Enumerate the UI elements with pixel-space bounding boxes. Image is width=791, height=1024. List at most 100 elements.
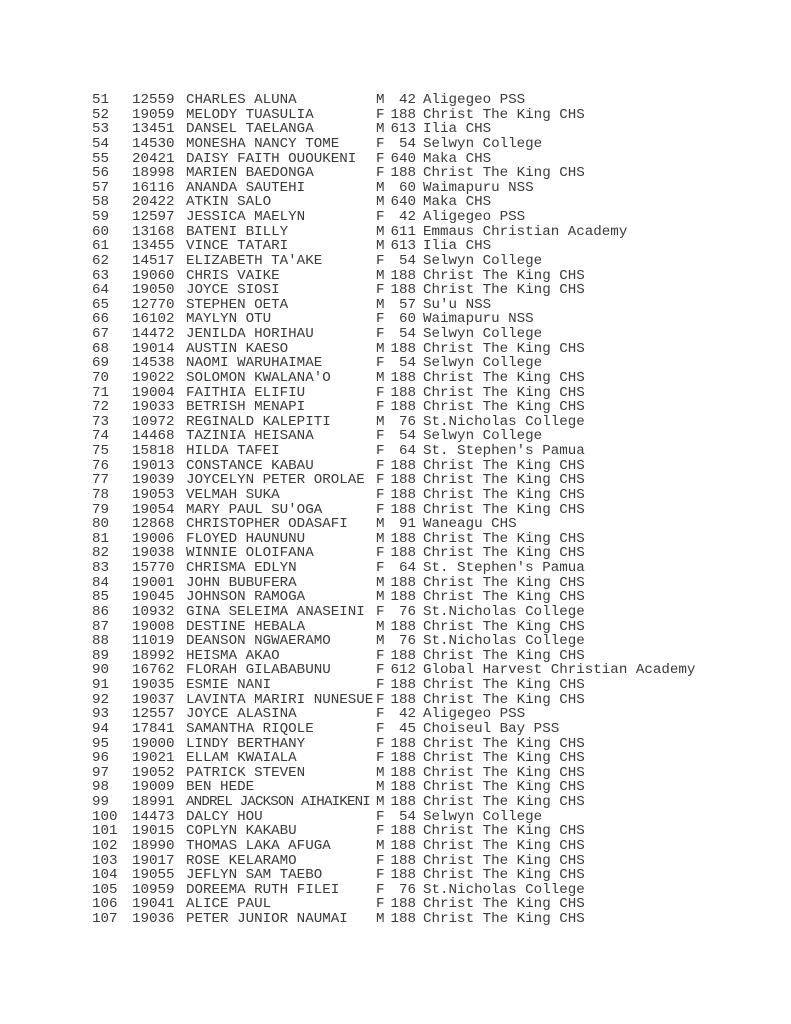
cell-no: 56 [92,165,110,182]
cell-code: 188 [390,911,416,927]
cell-school: Selwyn College [423,355,543,372]
cell-id: 19054 [132,501,175,518]
cell-no: 55 [92,150,110,167]
cell-school: St.Nicholas College [423,603,585,620]
cell-name: DEANSON NGWAERAMO [186,633,331,650]
cell-school: Christ The King CHS [423,691,585,708]
cell-sex: F [376,720,385,737]
list-item: 72 19033 BETRISH MENAPI F 188 Christ The King… [0,400,791,415]
cell-sex: F [376,881,385,898]
list-item: 83 15770 CHRISMA EDLYN F 64 St. Stephen's Pam… [0,561,791,576]
cell-no: 51 [92,92,110,108]
cell-name: BATENI BILLY [186,223,289,240]
cell-id: 19015 [132,823,175,840]
cell-school: Ilia CHS [423,121,492,138]
cell-code: 188 [390,530,416,547]
cell-name: ELIZABETH TA'AKE [186,252,323,269]
cell-sex: F [376,428,385,445]
cell-school: Christ The King CHS [423,369,585,386]
list-item: 87 19008 DESTINE HEBALA M 188 Christ The King… [0,618,791,635]
cell-name: FAITHIA ELIFIU [186,384,306,401]
cell-sex: F [376,135,385,152]
cell-no: 59 [92,209,110,225]
cell-school: Aligegeo PSS [423,706,526,723]
cell-name: SOLOMON KWALANA'O [186,369,331,386]
cell-code: 42 [398,706,416,723]
cell-code: 188 [390,574,416,591]
cell-sex: F [376,252,385,269]
cell-code: 188 [390,823,416,840]
cell-name: PATRICK STEVEN [186,764,306,781]
cell-id: 17841 [132,720,175,737]
cell-sex: F [376,560,385,576]
cell-no: 69 [92,355,110,372]
list-item: 62 14517 ELIZABETH TA'AKE F 54 Selwyn College [0,254,791,269]
cell-name: DESTINE HEBALA [186,618,306,635]
cell-sex: M [376,413,385,430]
cell-school: Maka CHS [423,150,492,167]
cell-code: 612 [390,662,416,679]
cell-no: 72 [92,399,110,416]
list-item: 69 14538 NAOMI WARUHAIMAE F 54 Selwyn College [0,356,791,371]
cell-sex: F [376,896,385,913]
cell-sex: F [376,501,385,518]
cell-sex: M [376,340,385,357]
cell-school: Maka CHS [423,194,492,211]
list-item: 56 18998 MARIEN BAEDONGA F 188 Christ The Kin… [0,166,791,181]
cell-school: Christ The King CHS [423,735,585,752]
cell-no: 67 [92,326,110,342]
cell-id: 14538 [132,355,175,372]
cell-sex: F [376,282,385,299]
cell-no: 84 [92,574,110,591]
cell-code: 188 [390,369,416,386]
cell-name: ESMIE NANI [186,677,272,693]
cell-code: 188 [390,691,416,708]
cell-sex: F [376,486,385,503]
cell-no: 99 [92,794,110,810]
cell-name: JOHN BUBUFERA [186,574,297,591]
cell-code: 188 [390,647,416,664]
cell-id: 12557 [132,706,175,723]
cell-code: 91 [398,516,416,533]
cell-id: 14468 [132,428,175,445]
cell-no: 89 [92,647,110,664]
cell-school: Christ The King CHS [423,750,585,767]
cell-sex: M [376,296,385,313]
cell-school: Christ The King CHS [423,794,585,810]
cell-code: 188 [390,384,416,401]
cell-school: Christ The King CHS [423,837,585,854]
cell-school: Christ The King CHS [423,589,585,606]
cell-name: AUSTIN KAESO [186,340,289,357]
cell-sex: F [376,677,385,693]
cell-no: 97 [92,764,110,781]
cell-sex: M [376,267,385,284]
cell-name: MELODY TUASULIA [186,106,314,123]
cell-id: 19008 [132,618,175,635]
cell-id: 10959 [132,881,175,898]
cell-name: LINDY BERTHANY [186,735,306,752]
cell-code: 188 [390,852,416,869]
list-item: 90 16762 FLORAH GILABABUNU F 612 Global Harve… [0,663,791,678]
list-item: 68 19014 AUSTIN KAESO M 188 Christ The King C… [0,340,791,357]
cell-no: 95 [92,735,110,752]
cell-no: 61 [92,238,110,255]
cell-sex: M [376,369,385,386]
cell-name: BETRISH MENAPI [186,399,306,416]
cell-no: 74 [92,428,110,445]
cell-sex: F [376,472,385,489]
cell-id: 12559 [132,92,175,108]
cell-school: Choiseul Bay PSS [423,720,560,737]
cell-id: 12868 [132,516,175,533]
cell-no: 83 [92,560,110,576]
cell-no: 54 [92,135,110,152]
cell-id: 19004 [132,384,175,401]
cell-code: 188 [390,589,416,606]
cell-name: COPLYN KAKABU [186,823,297,840]
cell-code: 188 [390,501,416,518]
cell-school: Christ The King CHS [423,340,585,357]
cell-name: VELMAH SUKA [186,486,280,503]
cell-name: VINCE TATARI [186,238,289,255]
cell-school: Christ The King CHS [423,472,585,489]
cell-id: 14472 [132,326,175,342]
cell-id: 16102 [132,311,175,328]
